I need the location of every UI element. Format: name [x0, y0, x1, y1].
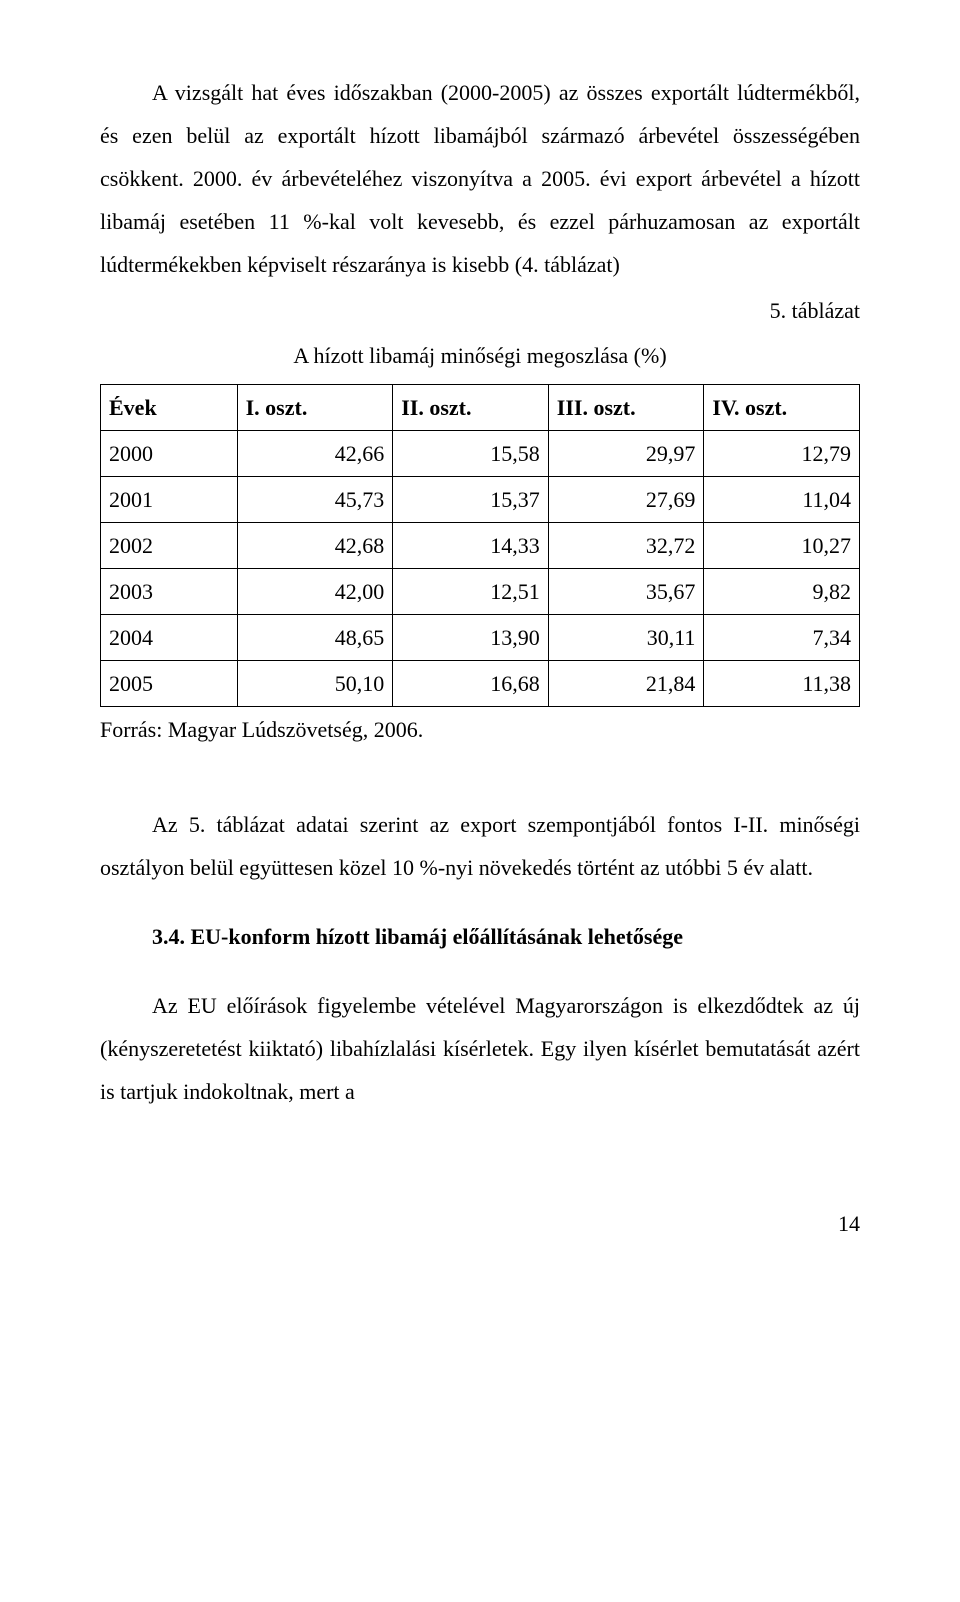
table-value-cell: 35,67: [548, 569, 704, 615]
table-value-cell: 27,69: [548, 477, 704, 523]
table-value-cell: 7,34: [704, 615, 860, 661]
table-title: A hízott libamáj minőségi megoszlása (%): [100, 335, 860, 378]
table-value-cell: 15,37: [393, 477, 549, 523]
table-row: 200145,7315,3727,6911,04: [101, 477, 860, 523]
table-value-cell: 12,79: [704, 431, 860, 477]
table-value-cell: 16,68: [393, 661, 549, 707]
table-year-cell: 2004: [101, 615, 238, 661]
table-number-label: 5. táblázat: [100, 290, 860, 333]
table-year-cell: 2000: [101, 431, 238, 477]
table-year-cell: 2003: [101, 569, 238, 615]
paragraph-1: A vizsgált hat éves időszakban (2000-200…: [100, 72, 860, 286]
paragraph-2: Az 5. táblázat adatai szerint az export …: [100, 804, 860, 890]
table-value-cell: 48,65: [237, 615, 393, 661]
table-header-cell: Évek: [101, 385, 238, 431]
table-value-cell: 12,51: [393, 569, 549, 615]
table-value-cell: 10,27: [704, 523, 860, 569]
page-number: 14: [100, 1203, 860, 1246]
table-value-cell: 42,66: [237, 431, 393, 477]
table-row: 200042,6615,5829,9712,79: [101, 431, 860, 477]
table-value-cell: 42,00: [237, 569, 393, 615]
table-year-cell: 2002: [101, 523, 238, 569]
table-header-cell: I. oszt.: [237, 385, 393, 431]
paragraph-3: Az EU előírások figyelembe vételével Mag…: [100, 985, 860, 1114]
table-value-cell: 11,04: [704, 477, 860, 523]
table-header-cell: III. oszt.: [548, 385, 704, 431]
table-value-cell: 42,68: [237, 523, 393, 569]
table-row: 200342,0012,5135,679,82: [101, 569, 860, 615]
table-value-cell: 29,97: [548, 431, 704, 477]
table-value-cell: 50,10: [237, 661, 393, 707]
table-value-cell: 14,33: [393, 523, 549, 569]
table-value-cell: 9,82: [704, 569, 860, 615]
table-row: 200550,1016,6821,8411,38: [101, 661, 860, 707]
table-row: 200448,6513,9030,117,34: [101, 615, 860, 661]
table-value-cell: 11,38: [704, 661, 860, 707]
table-row: 200242,6814,3332,7210,27: [101, 523, 860, 569]
table-year-cell: 2001: [101, 477, 238, 523]
table-year-cell: 2005: [101, 661, 238, 707]
table-header-row: ÉvekI. oszt.II. oszt.III. oszt.IV. oszt.: [101, 385, 860, 431]
table-value-cell: 21,84: [548, 661, 704, 707]
table-body: 200042,6615,5829,9712,79200145,7315,3727…: [101, 431, 860, 707]
quality-distribution-table: ÉvekI. oszt.II. oszt.III. oszt.IV. oszt.…: [100, 384, 860, 707]
table-value-cell: 13,90: [393, 615, 549, 661]
table-header-cell: IV. oszt.: [704, 385, 860, 431]
subsection-heading: 3.4. EU-konform hízott libamáj előállítá…: [100, 916, 860, 959]
table-value-cell: 15,58: [393, 431, 549, 477]
table-source: Forrás: Magyar Lúdszövetség, 2006.: [100, 709, 860, 752]
table-header-cell: II. oszt.: [393, 385, 549, 431]
table-value-cell: 30,11: [548, 615, 704, 661]
table-value-cell: 45,73: [237, 477, 393, 523]
table-value-cell: 32,72: [548, 523, 704, 569]
